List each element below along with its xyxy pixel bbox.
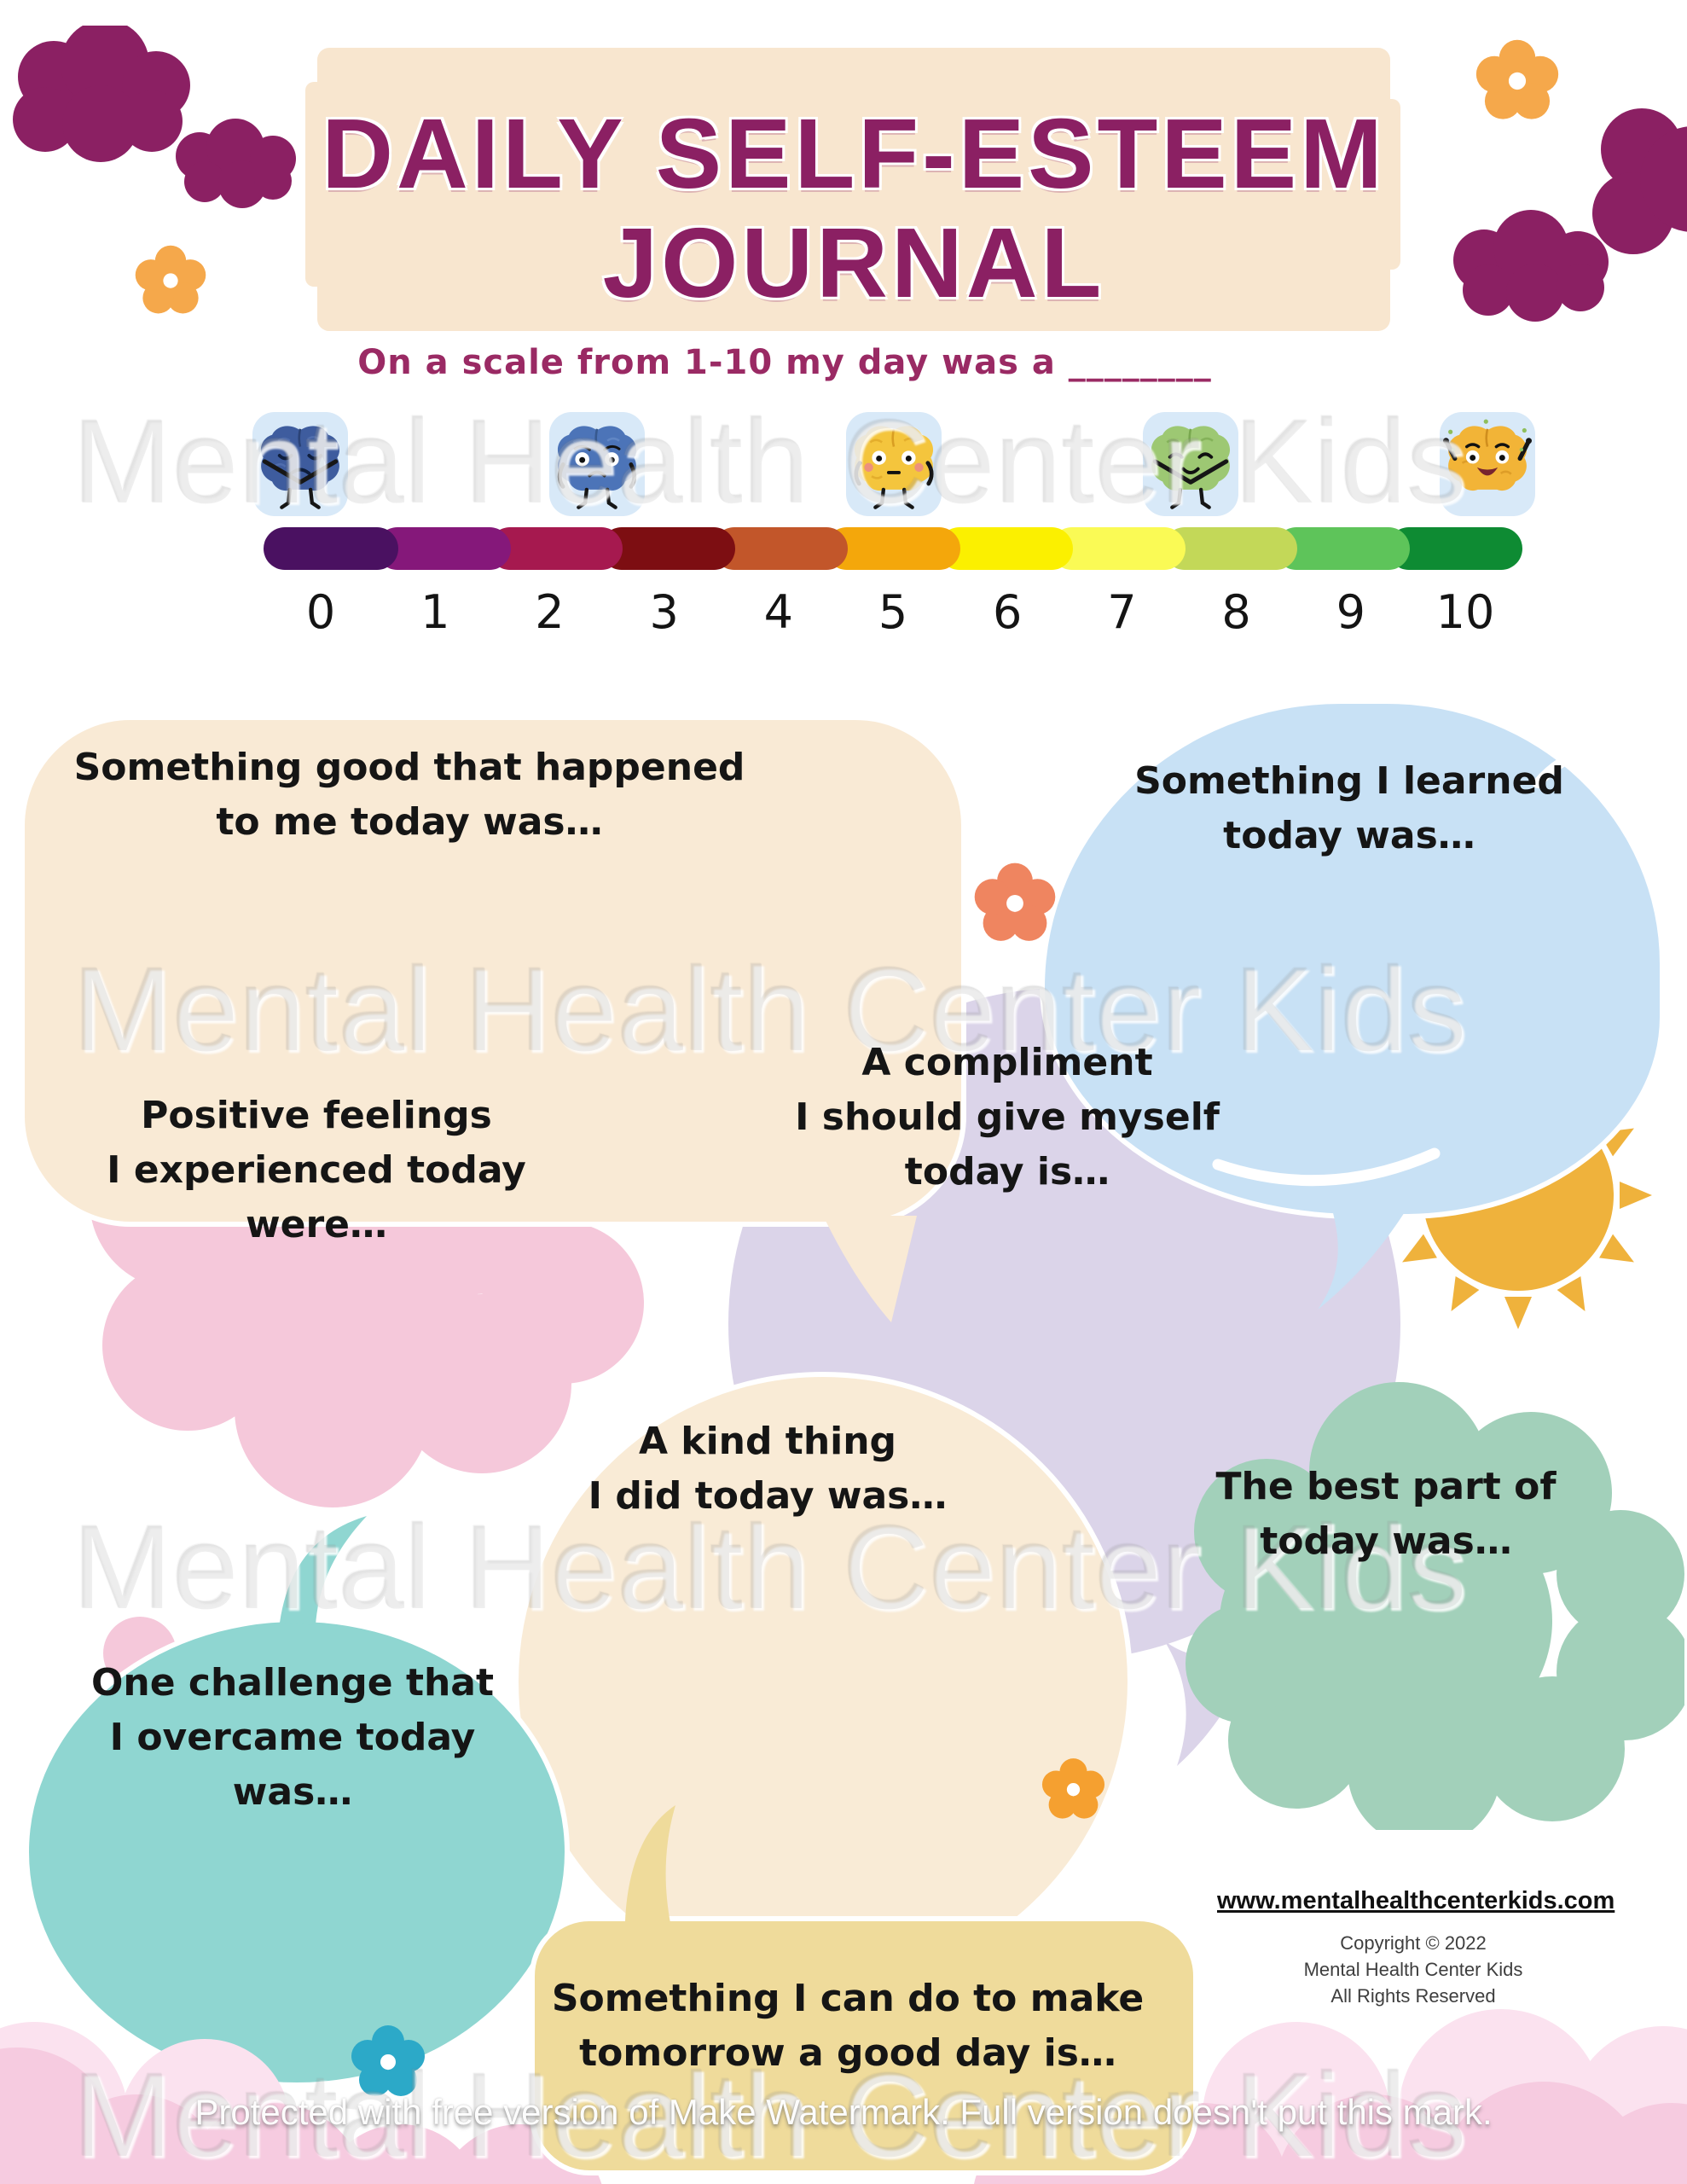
scale-number: 7 bbox=[1107, 585, 1137, 639]
cloud-icon bbox=[13, 26, 190, 162]
scale-segment bbox=[713, 527, 849, 570]
bubble-tail bbox=[1318, 1190, 1416, 1310]
prompt-text-challenge: One challenge that I overcame today was… bbox=[90, 1661, 495, 1814]
scale-segment bbox=[375, 527, 511, 570]
bubble-tail bbox=[280, 1516, 367, 1625]
cloud-icon bbox=[1453, 210, 1609, 322]
mood-option-5 bbox=[846, 412, 942, 516]
mood-option-2 bbox=[549, 412, 645, 516]
excited-brain-icon bbox=[1443, 419, 1532, 491]
page-title-line2: JOURNAL bbox=[602, 207, 1105, 318]
prompt-text-feelings: Positive feelings I experienced today were… bbox=[107, 1094, 526, 1246]
scale-segment bbox=[937, 527, 1073, 570]
flower-icon bbox=[1475, 39, 1559, 119]
prompt-text-best: The best part of today was… bbox=[1215, 1465, 1557, 1563]
prompt-text-good: Something good that happened to me today … bbox=[73, 746, 745, 844]
website-link[interactable]: www.mentalhealthcenterkids.com bbox=[1217, 1887, 1615, 1914]
prompt-bubble-tomorrow bbox=[530, 1916, 1198, 2175]
scale-segment bbox=[1050, 527, 1186, 570]
page-title: DAILY SELF-ESTEEM bbox=[322, 98, 1386, 209]
mood-option-10 bbox=[1440, 412, 1535, 516]
scale-segment bbox=[488, 527, 623, 570]
prompt-text-tomorrow: Something I can do to make tomorrow a goo… bbox=[551, 1977, 1145, 2075]
scale-segment bbox=[1275, 527, 1411, 570]
flower-icon bbox=[1041, 1758, 1105, 1819]
prompt-bubble-kind bbox=[513, 1372, 1133, 1991]
prompt-text-compliment: A compliment I should give myself today is… bbox=[795, 1041, 1220, 1194]
prompt-text-kind: A kind thing I did today was… bbox=[588, 1420, 948, 1518]
scale-numbers: 0 1 2 3 4 5 6 7 8 9 10 bbox=[264, 585, 1522, 639]
flower-icon bbox=[135, 245, 206, 314]
neutral-brain-icon bbox=[854, 426, 934, 509]
mood-option-7 bbox=[1143, 412, 1238, 516]
scale-segment bbox=[1162, 527, 1298, 570]
scale-number: 5 bbox=[878, 585, 908, 639]
prompt-text-learned: Something I learned today was… bbox=[1134, 759, 1564, 857]
prompt-bubble-challenge bbox=[24, 1617, 570, 2088]
scale-number: 2 bbox=[535, 585, 565, 639]
bubble-tail bbox=[625, 1805, 675, 1923]
scale-number: 8 bbox=[1221, 585, 1251, 639]
scale-segment bbox=[1388, 527, 1522, 570]
crying-brain-icon bbox=[260, 426, 340, 509]
flower-icon bbox=[351, 2025, 425, 2096]
footer: www.mentalhealthcenterkids.com Copyright… bbox=[1217, 1887, 1615, 2008]
scale-number: 10 bbox=[1435, 585, 1495, 639]
sad-brain-icon bbox=[557, 426, 637, 509]
highlight-swoosh bbox=[1533, 744, 1657, 788]
pink-clouds bbox=[0, 2009, 1687, 2184]
bubble-tail bbox=[823, 1216, 917, 1322]
protection-watermark: Protected with free version of Make Wate… bbox=[194, 2092, 1493, 2132]
org-name: Mental Health Center Kids bbox=[1303, 1959, 1523, 1981]
flower-icon bbox=[974, 863, 1056, 941]
title-banner bbox=[305, 48, 1400, 331]
scale-number: 3 bbox=[649, 585, 679, 639]
rating-scale-bar bbox=[264, 527, 1522, 570]
scale-number: 9 bbox=[1336, 585, 1365, 639]
rights-text: All Rights Reserved bbox=[1330, 1985, 1496, 2007]
mood-option-0 bbox=[252, 412, 348, 516]
cloud-bubble-best bbox=[1186, 1382, 1684, 1830]
scale-number: 4 bbox=[763, 585, 794, 639]
highlight-swoosh bbox=[1212, 1147, 1441, 1187]
scale-number: 0 bbox=[305, 585, 336, 639]
scale-segment bbox=[264, 527, 398, 570]
cloud-icon bbox=[176, 119, 296, 208]
scale-segment bbox=[600, 527, 736, 570]
scale-number: 6 bbox=[993, 585, 1023, 639]
calm-brain-icon bbox=[1151, 426, 1231, 509]
scale-segment bbox=[826, 527, 960, 570]
copyright-text: Copyright © 2022 bbox=[1340, 1932, 1487, 1954]
prompt-bubble-good bbox=[20, 715, 966, 1227]
cloud-icon bbox=[1592, 108, 1687, 254]
scale-number: 1 bbox=[420, 585, 450, 639]
highlight-swoosh bbox=[1061, 723, 1150, 831]
scale-prompt: On a scale from 1-10 my day was a ______… bbox=[357, 343, 1212, 382]
